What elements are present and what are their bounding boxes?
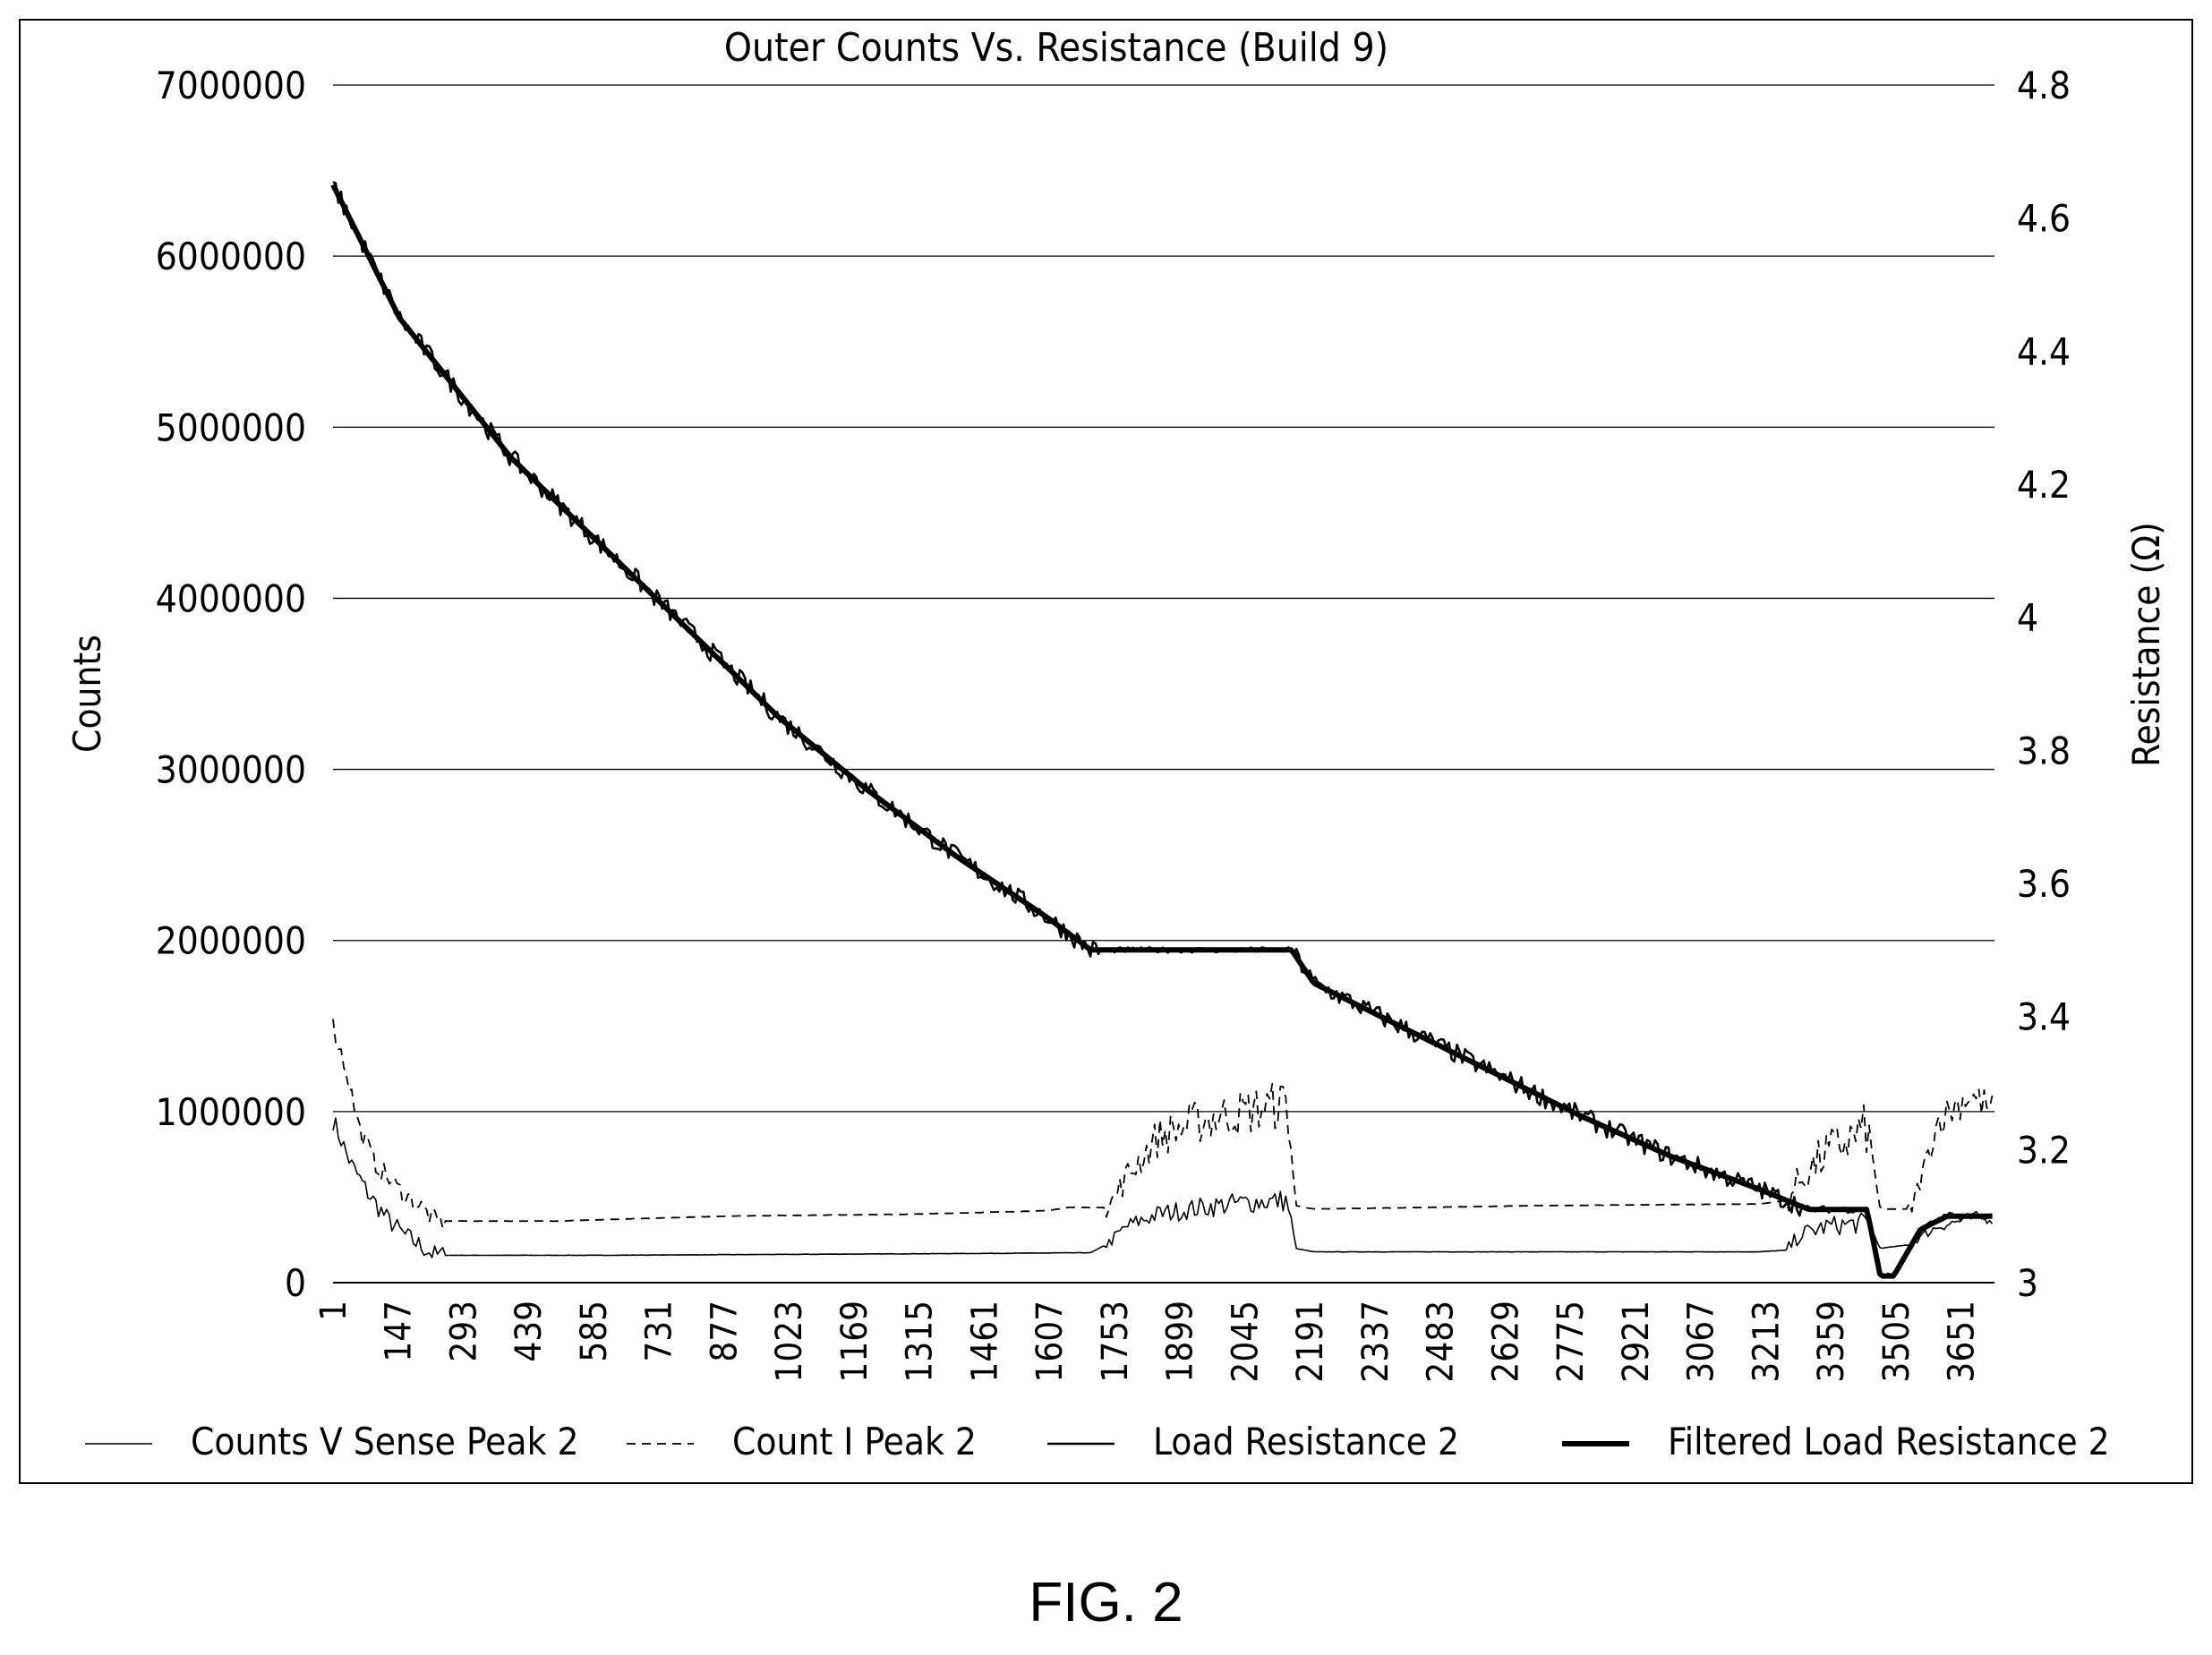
x-tick-label: 3213 (1746, 1301, 1787, 1383)
x-tick-label: 1461 (964, 1301, 1005, 1383)
y-tick-label: 3000000 (156, 748, 306, 792)
x-tick-label: 3067 (1681, 1301, 1722, 1383)
y2-tick-label: 4.2 (2017, 463, 2071, 507)
x-tick-label: 1023 (769, 1301, 810, 1383)
legend: Counts V Sense Peak 2 Count I Peak 2 Load … (85, 1420, 2110, 1463)
x-tick-label: 2045 (1225, 1301, 1266, 1383)
y2-tick-label: 3.6 (2017, 862, 2071, 906)
x-tick-label: 1315 (900, 1301, 941, 1383)
x-tick-label: 731 (639, 1301, 680, 1362)
y2-tick-label: 3 (2017, 1261, 2038, 1305)
y2-tick-label: 3.8 (2017, 729, 2071, 772)
x-tick-label: 147 (379, 1301, 420, 1362)
legend-label: Counts V Sense Peak 2 (191, 1420, 579, 1463)
x-tick-label: 3651 (1942, 1301, 1983, 1383)
figure-caption: FIG. 2 (1029, 1572, 1183, 1634)
y-tick-label: 5000000 (156, 405, 306, 449)
legend-label: Load Resistance 2 (1153, 1420, 1459, 1463)
right-axis-label: Resistance (Ω) (2124, 522, 2168, 767)
x-tick-label: 2629 (1485, 1301, 1526, 1383)
x-axis-ticks: 1 147 293 439 585 731 877 1023 1169 1315 1461 1607 1… (313, 1301, 1983, 1383)
series-line-4 (330, 183, 1993, 1279)
y-tick-label: 2000000 (156, 919, 306, 963)
y-tick-label: 0 (285, 1261, 306, 1305)
right-axis-ticks: 3 3.2 3.4 3.6 3.8 4 4.2 4.4 4.6 4.8 (2017, 64, 2071, 1305)
gridlines (333, 84, 1994, 1284)
y2-tick-label: 4.8 (2017, 64, 2071, 107)
x-tick-label: 3505 (1876, 1301, 1917, 1383)
legend-label: Filtered Load Resistance 2 (1668, 1420, 2110, 1463)
x-tick-label: 2775 (1550, 1301, 1592, 1383)
x-tick-label: 2921 (1616, 1301, 1657, 1383)
y-tick-label: 6000000 (156, 235, 306, 278)
x-tick-label: 2337 (1355, 1301, 1396, 1383)
x-tick-label: 1169 (834, 1301, 875, 1383)
y2-tick-label: 3.2 (2017, 1128, 2071, 1172)
x-tick-label: 293 (443, 1301, 484, 1362)
left-axis-label: Counts (65, 635, 109, 753)
left-axis-ticks: 0 1000000 2000000 3000000 4000000 5000000 6000… (156, 64, 306, 1305)
y-tick-label: 4000000 (156, 576, 306, 620)
chart-title: Outer Counts Vs. Resistance (Build 9) (724, 25, 1388, 71)
x-tick-label: 2191 (1290, 1301, 1331, 1383)
x-tick-label: 1899 (1160, 1301, 1201, 1383)
x-tick-label: 1753 (1095, 1301, 1136, 1383)
y-tick-label: 7000000 (156, 64, 306, 107)
x-tick-label: 1607 (1029, 1301, 1071, 1383)
x-tick-label: 3359 (1811, 1301, 1852, 1383)
series-line-1 (332, 1117, 1994, 1258)
y2-tick-label: 3.4 (2017, 995, 2071, 1039)
legend-label: Count I Peak 2 (732, 1420, 977, 1463)
x-tick-label: 1 (313, 1301, 354, 1321)
y2-tick-label: 4 (2017, 596, 2038, 640)
plot-area (330, 181, 1994, 1279)
x-tick-label: 439 (508, 1301, 550, 1362)
y-tick-label: 1000000 (156, 1090, 306, 1134)
x-tick-label: 585 (574, 1301, 615, 1362)
x-tick-label: 2483 (1421, 1301, 1462, 1383)
chart-frame (19, 19, 2193, 1484)
y2-tick-label: 4.4 (2017, 329, 2071, 373)
x-tick-label: 877 (704, 1301, 745, 1362)
y2-tick-label: 4.6 (2017, 197, 2071, 241)
